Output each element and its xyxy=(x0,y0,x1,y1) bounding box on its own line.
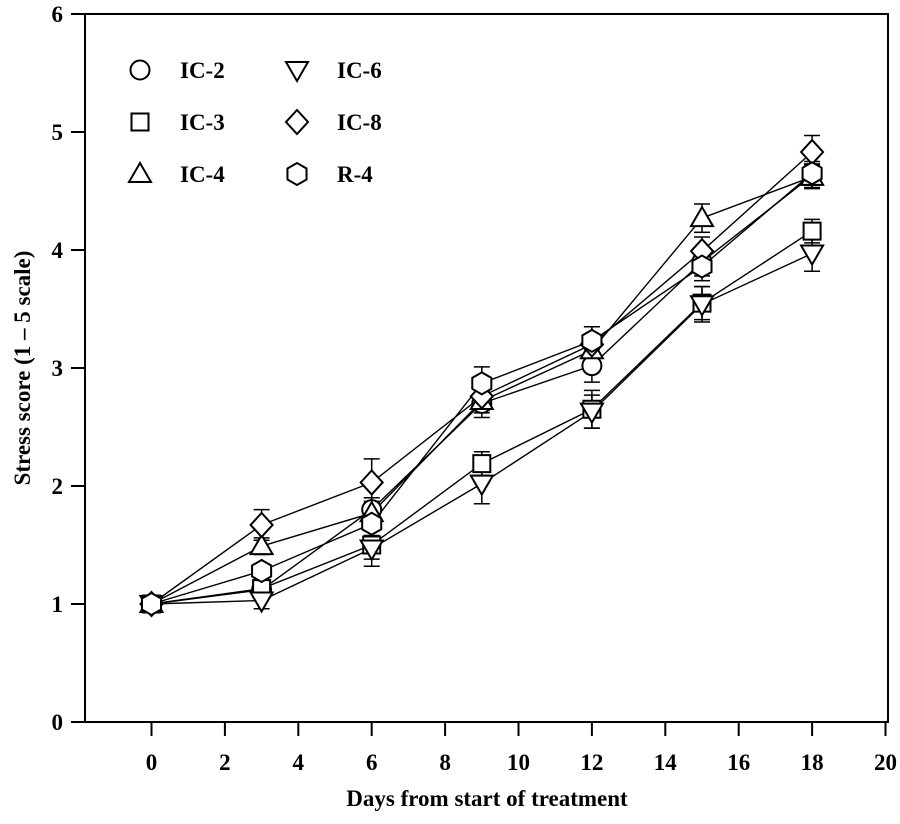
marker-IC-4 xyxy=(689,205,715,228)
x-tick-label: 12 xyxy=(580,750,603,775)
legend-marker-IC-3 xyxy=(130,112,150,132)
marker-R-4 xyxy=(691,254,713,279)
x-tick-label: 16 xyxy=(727,750,750,775)
legend-marker-R-4 xyxy=(286,161,308,187)
marker-R-4 xyxy=(361,511,383,536)
y-tick-label: 3 xyxy=(52,356,64,381)
legend-label-IC-4: IC-4 xyxy=(180,162,225,187)
legend-marker-IC-6 xyxy=(284,61,310,83)
y-tick-label: 0 xyxy=(52,710,64,735)
legend-item-IC-8: IC-8 xyxy=(284,108,382,136)
marker-IC-8 xyxy=(249,511,274,539)
y-tick-label: 2 xyxy=(52,474,64,499)
x-tick-label: 8 xyxy=(439,750,451,775)
marker-IC-3 xyxy=(802,221,822,241)
series-markers xyxy=(138,138,825,618)
y-tick-label: 1 xyxy=(52,592,64,617)
legend-label-IC-6: IC-6 xyxy=(337,58,382,83)
legend-marker-IC-2 xyxy=(129,59,151,81)
y-axis-title: Stress score (1 – 5 scale) xyxy=(10,251,35,486)
x-axis-title: Days from start of treatment xyxy=(346,786,628,811)
marker-R-4 xyxy=(801,161,823,186)
x-tick-label: 2 xyxy=(219,750,231,775)
legend-label-IC-2: IC-2 xyxy=(180,58,225,83)
marker-IC-6 xyxy=(248,591,275,614)
marker-R-4 xyxy=(251,558,273,584)
legend-item-IC-4: IC-4 xyxy=(127,161,225,187)
legend-item-IC-3: IC-3 xyxy=(130,110,225,135)
marker-IC-8 xyxy=(799,138,825,166)
legend-label-IC-3: IC-3 xyxy=(180,110,225,135)
x-tick-label: 14 xyxy=(654,750,678,775)
legend-item-IC-2: IC-2 xyxy=(129,58,225,83)
x-tick-label: 6 xyxy=(366,750,378,775)
marker-R-4 xyxy=(471,371,493,396)
legend-item-R-4: R-4 xyxy=(286,161,373,187)
x-tick-label: 20 xyxy=(874,750,897,775)
marker-R-4 xyxy=(140,591,163,617)
legend-item-IC-6: IC-6 xyxy=(284,58,382,83)
y-axis: 0 1 2 3 4 5 6 xyxy=(52,2,85,735)
legend-marker-IC-8 xyxy=(284,108,310,136)
marker-IC-8 xyxy=(359,468,385,496)
marker-IC-3 xyxy=(472,454,492,474)
y-tick-label: 6 xyxy=(52,2,64,27)
legend-label-IC-8: IC-8 xyxy=(337,110,382,135)
marker-IC-6 xyxy=(469,474,495,497)
y-tick-label: 4 xyxy=(52,238,64,263)
x-axis: 0 2 4 6 8 10 12 14 16 18 20 xyxy=(146,722,897,775)
marker-IC-6 xyxy=(358,539,385,562)
x-tick-label: 4 xyxy=(293,750,305,775)
y-tick-label: 5 xyxy=(52,120,64,145)
marker-IC-6 xyxy=(579,402,605,425)
x-tick-label: 10 xyxy=(507,750,530,775)
marker-IC-6 xyxy=(689,295,715,318)
legend-marker-IC-4 xyxy=(127,161,153,183)
legend: IC-2 IC-3 IC-4 IC-6 IC-8 R-4 xyxy=(127,58,382,187)
marker-IC-6 xyxy=(799,244,825,267)
marker-R-4 xyxy=(581,328,603,354)
x-tick-label: 18 xyxy=(801,750,824,775)
marker-IC-4 xyxy=(248,533,275,556)
legend-label-R-4: R-4 xyxy=(337,162,373,187)
x-tick-label: 0 xyxy=(146,750,158,775)
